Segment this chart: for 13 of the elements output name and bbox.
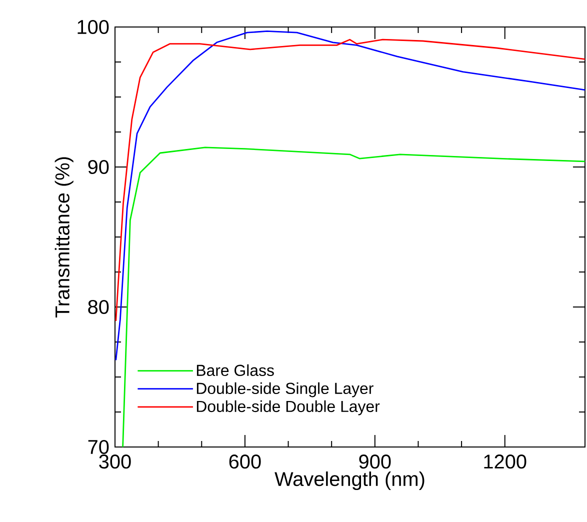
y-tick-label: 90 <box>88 160 109 174</box>
x-tick-label: 1200 <box>484 454 526 469</box>
x-tick-label: 300 <box>99 454 131 469</box>
x-tick-label: 600 <box>229 454 261 469</box>
y-tick-label: 80 <box>88 300 109 314</box>
legend-label: Double-side Single Layer <box>196 382 374 398</box>
y-tick-label: 70 <box>88 440 109 454</box>
x-axis-title: Wavelength (nm) <box>274 471 424 490</box>
y-tick-label: 100 <box>78 20 109 34</box>
x-tick-label: 900 <box>359 454 391 469</box>
legend-label: Bare Glass <box>196 364 274 376</box>
y-axis-title: Transmittance (%) <box>54 157 74 318</box>
legend-label: Double-side Double Layer <box>196 400 380 416</box>
